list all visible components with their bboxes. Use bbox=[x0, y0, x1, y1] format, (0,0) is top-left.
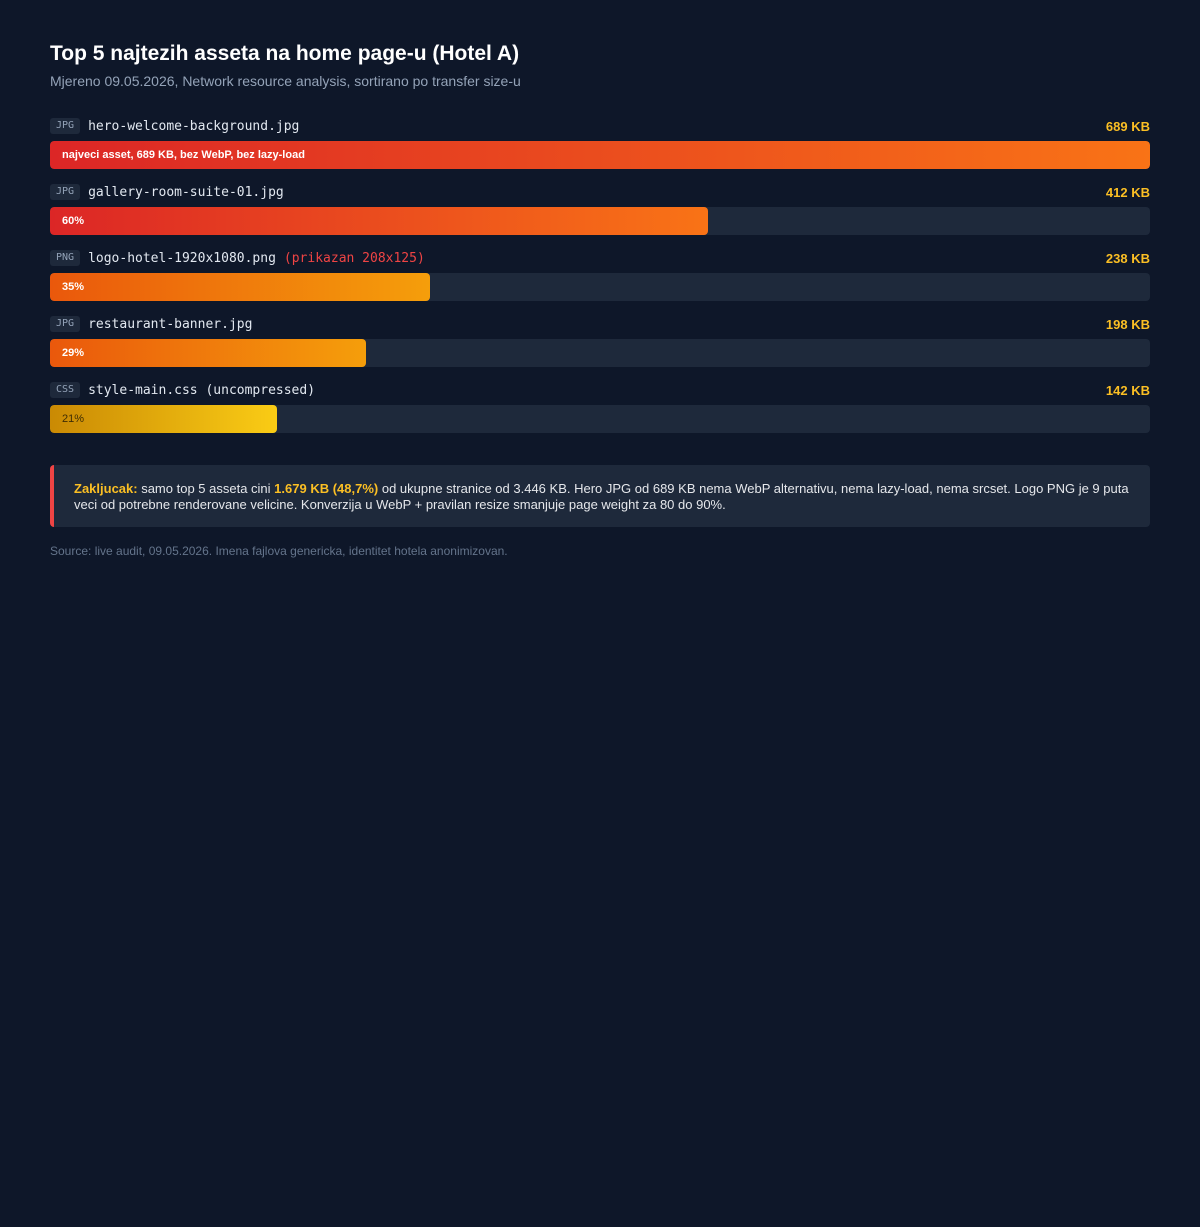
conclusion-label: Zakljucak: bbox=[74, 481, 138, 496]
page-title: Top 5 najtezih asseta na home page-u (Ho… bbox=[50, 42, 520, 65]
asset-row: JPG hero-welcome-background.jpg 689 KB n… bbox=[50, 116, 1150, 169]
file-name: style-main.css (uncompressed) bbox=[88, 382, 316, 398]
asset-row-header: CSS style-main.css (uncompressed) 142 KB bbox=[50, 380, 1150, 400]
bar-track: najveci asset, 689 KB, bez WebP, bez laz… bbox=[50, 141, 1150, 169]
conclusion-highlight: 1.679 KB (48,7%) bbox=[274, 481, 379, 496]
file-type-badge: CSS bbox=[50, 382, 81, 398]
bar-track: 29% bbox=[50, 339, 1150, 367]
asset-row: PNG logo-hotel-1920x1080.png (prikazan 2… bbox=[50, 248, 1150, 301]
bar-restaurant-banner: 29% bbox=[50, 339, 367, 367]
asset-row-header: PNG logo-hotel-1920x1080.png (prikazan 2… bbox=[50, 248, 1150, 268]
bar-gallery-room-suite: 60% bbox=[50, 207, 708, 235]
bar-label: 60% bbox=[62, 215, 85, 227]
bar-style-main-css: 21% bbox=[50, 405, 277, 433]
source-note: Source: live audit, 09.05.2026. Imena fa… bbox=[50, 544, 508, 558]
file-size: 412 KB bbox=[1105, 184, 1150, 200]
bar-label: najveci asset, 689 KB, bez WebP, bez laz… bbox=[62, 149, 305, 161]
asset-row: JPG gallery-room-suite-01.jpg 412 KB 60% bbox=[50, 182, 1150, 235]
bar-label: 29% bbox=[62, 347, 85, 359]
file-name: restaurant-banner.jpg bbox=[88, 316, 253, 332]
asset-row: CSS style-main.css (uncompressed) 142 KB… bbox=[50, 380, 1150, 433]
file-type-badge: JPG bbox=[50, 184, 81, 200]
file-type-badge: JPG bbox=[50, 118, 81, 134]
asset-row-header: JPG restaurant-banner.jpg 198 KB bbox=[50, 314, 1150, 334]
file-name: logo-hotel-1920x1080.png bbox=[88, 250, 276, 266]
file-type-badge: JPG bbox=[50, 316, 81, 332]
bar-track: 60% bbox=[50, 207, 1150, 235]
bar-label: 35% bbox=[62, 281, 85, 293]
file-warning-note: (prikazan 208x125) bbox=[283, 250, 425, 266]
bar-track: 21% bbox=[50, 405, 1150, 433]
asset-row: JPG restaurant-banner.jpg 198 KB 29% bbox=[50, 314, 1150, 367]
bar-hero-welcome-background: najveci asset, 689 KB, bez WebP, bez laz… bbox=[50, 141, 1150, 169]
file-name: hero-welcome-background.jpg bbox=[88, 118, 300, 134]
bar-track: 35% bbox=[50, 273, 1150, 301]
file-size: 238 KB bbox=[1105, 250, 1150, 266]
bar-label: 21% bbox=[62, 413, 85, 425]
file-type-badge: PNG bbox=[50, 250, 81, 266]
report: Top 5 najtezih asseta na home page-u (Ho… bbox=[50, 40, 1150, 558]
asset-row-header: JPG hero-welcome-background.jpg 689 KB bbox=[50, 116, 1150, 136]
file-size: 689 KB bbox=[1105, 118, 1150, 134]
asset-row-header: JPG gallery-room-suite-01.jpg 412 KB bbox=[50, 182, 1150, 202]
file-size: 142 KB bbox=[1105, 382, 1150, 398]
asset-bar-chart: JPG hero-welcome-background.jpg 689 KB n… bbox=[50, 116, 1150, 433]
bar-logo-hotel: 35% bbox=[50, 273, 430, 301]
conclusion-box: Zakljucak: samo top 5 asseta cini 1.679 … bbox=[50, 465, 1150, 527]
page-subtitle: Mjereno 09.05.2026, Network resource ana… bbox=[50, 73, 521, 89]
conclusion-text: od ukupne stranice od 3.446 KB. Hero JPG… bbox=[74, 481, 1129, 512]
conclusion-text: samo top 5 asseta cini bbox=[137, 481, 275, 496]
file-size: 198 KB bbox=[1105, 316, 1150, 332]
file-name: gallery-room-suite-01.jpg bbox=[88, 184, 284, 200]
